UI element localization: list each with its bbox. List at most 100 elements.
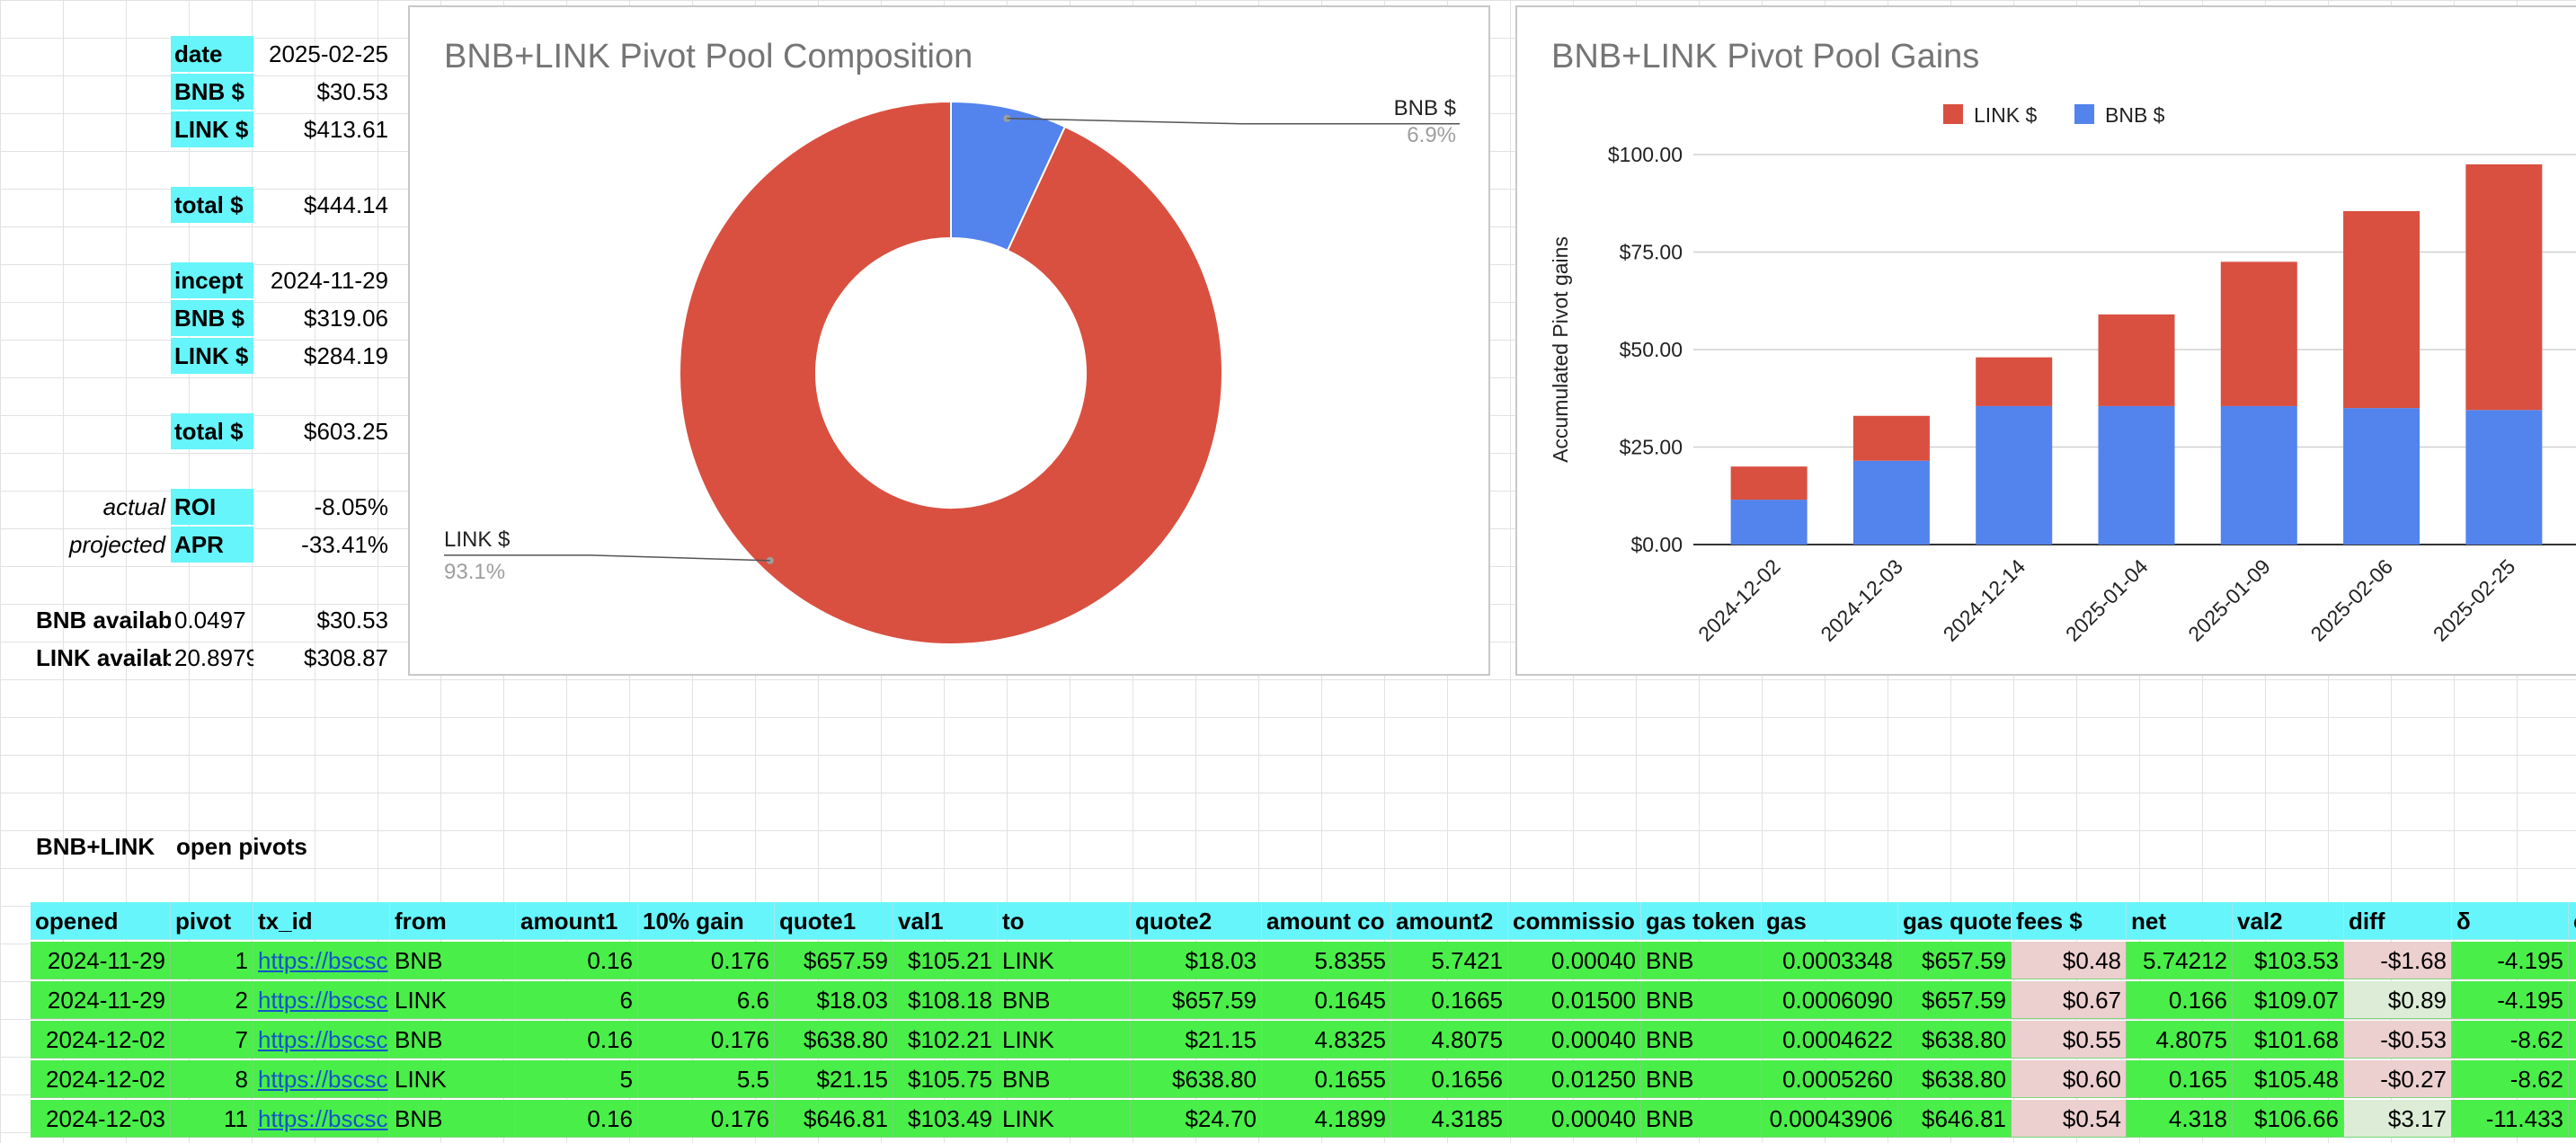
table-cell[interactable] [2569,942,2576,979]
apr-value[interactable]: -33.41% [301,531,388,558]
column-header[interactable]: gas token [1641,902,1762,940]
table-cell[interactable]: 2024-12-02 [31,1060,171,1098]
table-cell[interactable]: 0.01250 [1508,1060,1641,1098]
table-cell[interactable]: BNB [1641,981,1762,1019]
column-header[interactable]: tx_id [253,902,390,940]
table-cell[interactable]: 0.16 [516,1100,638,1138]
table-cell[interactable]: $657.59 [775,942,893,979]
incept-label[interactable]: incept [171,262,253,298]
tx-link[interactable]: https://bscsc [258,987,388,1014]
column-header[interactable]: diff [2344,902,2452,940]
table-cell[interactable]: 0.166 [2127,981,2233,1019]
column-header[interactable]: c [2569,902,2576,940]
table-cell[interactable]: $0.55 [2012,1021,2127,1059]
table-cell[interactable]: BNB [390,1021,516,1059]
section-pair-label[interactable]: BNB+LINK [36,833,155,860]
table-cell[interactable]: -$1.68 [2344,942,2452,979]
table-cell[interactable]: $109.07 [2233,981,2344,1019]
column-header[interactable]: gas [1762,902,1898,940]
table-cell[interactable]: https://bscsc [253,981,390,1019]
table-cell[interactable]: $657.59 [1898,942,2012,979]
bar-bnb-2024-12-03[interactable] [1852,460,1930,545]
table-cell[interactable]: 4.3185 [1391,1100,1508,1138]
column-header[interactable]: gas quote [1898,902,2012,940]
incept-link-label[interactable]: LINK $ [171,338,253,374]
table-cell[interactable]: 7 [171,1021,253,1059]
table-cell[interactable]: $101.68 [2233,1021,2344,1059]
table-cell[interactable]: 0.1655 [1262,1060,1391,1098]
bar-link-2025-02-25[interactable] [2465,164,2543,411]
tx-link[interactable]: https://bscsc [258,1105,388,1132]
table-cell[interactable]: 1 [171,942,253,979]
table-cell[interactable]: LINK [998,942,1131,979]
bar-bnb-2025-01-04[interactable] [2098,405,2175,545]
table-cell[interactable]: 6 [516,981,638,1019]
table-cell[interactable]: 5.5 [638,1060,775,1098]
table-cell[interactable]: $657.59 [1898,981,2012,1019]
table-cell[interactable]: $103.49 [893,1100,998,1138]
column-header[interactable]: from [390,902,516,940]
table-cell[interactable]: $0.67 [2012,981,2127,1019]
table-cell[interactable]: 4.1899 [1262,1100,1391,1138]
table-cell[interactable]: $0.48 [2012,942,2127,979]
table-cell[interactable]: 0.165 [2127,1060,2233,1098]
table-cell[interactable]: -$0.27 [2344,1060,2452,1098]
table-cell[interactable]: $3.17 [2344,1100,2452,1138]
table-cell[interactable]: 11 [171,1100,253,1138]
date-label[interactable]: date [171,36,253,72]
incept-value[interactable]: 2024-11-29 [270,267,388,294]
table-cell[interactable]: 0.0003348 [1762,942,1898,979]
link-price-value[interactable]: $413.61 [304,116,388,143]
bar-bnb-2025-02-25[interactable] [2465,410,2543,545]
table-cell[interactable]: 0.16 [516,1021,638,1059]
bar-link-2025-01-04[interactable] [2098,314,2175,406]
table-cell[interactable]: $657.59 [1131,981,1262,1019]
table-cell[interactable]: 2024-12-03 [31,1100,171,1138]
table-cell[interactable] [2569,981,2576,1019]
bar-bnb-2024-12-14[interactable] [1976,405,2053,545]
table-cell[interactable]: $103.53 [2233,942,2344,979]
table-cell[interactable]: 0.01500 [1508,981,1641,1019]
link-available-value[interactable]: $308.87 [304,644,388,671]
apr-label[interactable]: APR [171,527,253,563]
bar-bnb-2025-02-06[interactable] [2343,408,2421,545]
table-cell[interactable]: -$0.53 [2344,1021,2452,1059]
incept-link-value[interactable]: $284.19 [304,342,388,369]
table-cell[interactable]: $0.54 [2012,1100,2127,1138]
incept-bnb-value[interactable]: $319.06 [304,305,388,332]
column-header[interactable]: pivot [171,902,253,940]
table-cell[interactable]: 2 [171,981,253,1019]
table-cell[interactable]: 0.1656 [1391,1060,1508,1098]
table-cell[interactable]: $106.66 [2233,1100,2344,1138]
column-header[interactable]: val1 [893,902,998,940]
table-cell[interactable]: $638.80 [1898,1021,2012,1059]
table-cell[interactable]: $102.21 [893,1021,998,1059]
table-cell[interactable]: $105.48 [2233,1060,2344,1098]
table-cell[interactable]: BNB [998,1060,1131,1098]
table-cell[interactable]: 5.74212 [2127,942,2233,979]
table-cell[interactable]: 4.8075 [2127,1021,2233,1059]
table-cell[interactable]: BNB [1641,1060,1762,1098]
incept-total-value[interactable]: $603.25 [304,418,388,445]
table-cell[interactable]: https://bscsc [253,1060,390,1098]
roi-label[interactable]: ROI [171,489,253,525]
table-cell[interactable]: LINK [390,981,516,1019]
table-cell[interactable]: 8 [171,1060,253,1098]
column-header[interactable]: amount co [1262,902,1391,940]
table-cell[interactable]: $638.80 [1131,1060,1262,1098]
projected-label[interactable]: projected [69,531,165,558]
table-cell[interactable]: $24.70 [1131,1100,1262,1138]
column-header[interactable]: quote2 [1131,902,1262,940]
table-cell[interactable]: $0.60 [2012,1060,2127,1098]
table-cell[interactable]: 0.00040 [1508,1021,1641,1059]
column-header[interactable]: net [2127,902,2233,940]
link-available-qty[interactable]: 20.8979 [174,644,253,671]
table-cell[interactable] [2569,1021,2576,1059]
table-cell[interactable]: LINK [998,1021,1131,1059]
table-cell[interactable]: 4.8075 [1391,1021,1508,1059]
bnb-available-label[interactable]: BNB availab [36,607,171,634]
tx-link[interactable]: https://bscsc [258,947,388,974]
table-cell[interactable]: BNB [1641,1100,1762,1138]
column-header[interactable]: δ [2452,902,2569,940]
table-cell[interactable]: $18.03 [1131,942,1262,979]
